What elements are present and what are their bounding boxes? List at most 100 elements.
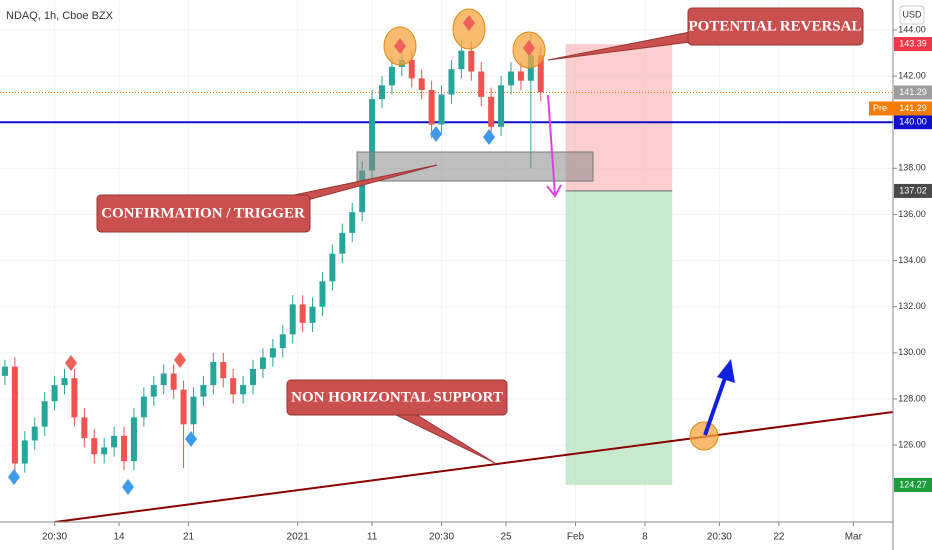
price-badge-label: 137.02 <box>899 185 927 195</box>
candle-body <box>140 396 147 418</box>
y-tick-label: 136.00 <box>898 209 926 219</box>
candle-body <box>438 94 445 125</box>
price-badge <box>894 115 932 130</box>
candle-body <box>160 373 167 386</box>
candle-body <box>359 170 366 213</box>
plot-area <box>0 0 893 520</box>
candle-body <box>190 396 197 425</box>
target-zone <box>565 190 673 485</box>
candle-body <box>150 385 157 397</box>
currency-badge <box>899 5 925 25</box>
x-tick-label: 20:30 <box>429 532 454 543</box>
x-tick-label: 20:30 <box>42 532 67 543</box>
pre-badge-value: 141.29 <box>899 103 927 113</box>
y-axis-area <box>893 0 932 550</box>
circle <box>689 421 719 451</box>
y-tick-label: 126.00 <box>898 439 926 449</box>
candle-body <box>240 385 247 395</box>
candle-body <box>488 96 495 127</box>
diamond <box>463 15 475 31</box>
y-tick-label: 132.00 <box>898 301 926 311</box>
candle-body <box>111 435 118 448</box>
arrow-head <box>546 184 562 198</box>
candle-body <box>319 281 326 307</box>
candle-body <box>220 362 227 379</box>
callout: CONFIRMATION / TRIGGER <box>96 164 438 233</box>
arrow-shaft <box>703 377 727 436</box>
candle-body <box>498 85 505 127</box>
candle-body <box>279 334 286 349</box>
candle-body <box>259 357 266 369</box>
price-badge-label: 143.39 <box>899 38 927 48</box>
candle-body <box>369 99 376 171</box>
y-tick-label: 134.00 <box>898 255 926 265</box>
candle-body <box>329 253 336 282</box>
diamond <box>430 126 442 142</box>
diamond <box>8 469 20 485</box>
x-tick-label: 11 <box>367 532 378 543</box>
candle-body <box>537 55 544 93</box>
candle-body <box>428 89 435 125</box>
callout: NON HORIZONTAL SUPPORT <box>286 379 508 464</box>
candle-body <box>11 366 18 464</box>
price-badge <box>894 37 932 52</box>
candle-body <box>91 438 98 455</box>
candle-body <box>170 373 177 390</box>
chart-title: NDAQ, 1h, Cboe BZX <box>6 10 114 22</box>
diamond <box>523 40 535 56</box>
price-badge-label: 141.29 <box>899 87 927 97</box>
trough-diamonds <box>8 126 495 495</box>
candle-body <box>180 389 187 425</box>
diamond <box>174 352 186 368</box>
candle-body <box>299 304 306 323</box>
y-tick-label: 144.00 <box>898 24 926 34</box>
candle-body <box>121 435 128 462</box>
candle-body <box>61 378 68 386</box>
x-tick-label: 21 <box>183 532 195 543</box>
y-tick-label: 130.00 <box>898 347 926 357</box>
candle-body <box>339 232 346 254</box>
candle-body <box>71 378 78 418</box>
currency: USD <box>902 9 922 19</box>
diamond <box>394 38 406 54</box>
candle-body <box>478 71 485 97</box>
arrow-shaft <box>547 94 556 196</box>
support-line <box>54 411 894 523</box>
diamond <box>483 129 495 145</box>
down-arrow <box>546 94 562 198</box>
price-badge <box>894 183 932 198</box>
candle-body <box>458 50 465 70</box>
candle-body <box>448 69 455 95</box>
price-badge-label: 124.27 <box>899 479 927 489</box>
candle-body <box>507 71 514 86</box>
peak-diamonds <box>65 15 535 371</box>
y-tick-label: 128.00 <box>898 393 926 403</box>
candle-body <box>309 306 316 323</box>
candle-body <box>130 417 137 462</box>
candle-body <box>379 85 386 100</box>
up-arrow <box>703 359 735 436</box>
callout-box <box>286 379 508 416</box>
pre-badge <box>869 101 932 116</box>
x-tick-label: 20:30 <box>707 532 732 543</box>
candle-body <box>388 66 395 86</box>
candle-body <box>101 447 108 455</box>
candle-body <box>200 385 207 397</box>
candle-body <box>51 385 58 402</box>
y-tick-label: 138.00 <box>898 163 926 173</box>
diamond <box>185 431 197 447</box>
annotation: POTENTIAL REVERSAL <box>689 18 862 34</box>
candle-body <box>408 59 415 79</box>
candle-body <box>21 440 28 464</box>
candle-body <box>230 378 237 395</box>
candle-body <box>210 362 217 386</box>
price-badge-label: 140.00 <box>899 117 927 127</box>
diamond <box>65 355 77 371</box>
candle-body <box>418 78 425 90</box>
x-tick-label: Mar <box>845 532 863 543</box>
candle-body <box>289 304 296 335</box>
pre-badge-prefix: Pre <box>873 103 887 113</box>
annotation: CONFIRMATION / TRIGGER <box>101 205 305 221</box>
